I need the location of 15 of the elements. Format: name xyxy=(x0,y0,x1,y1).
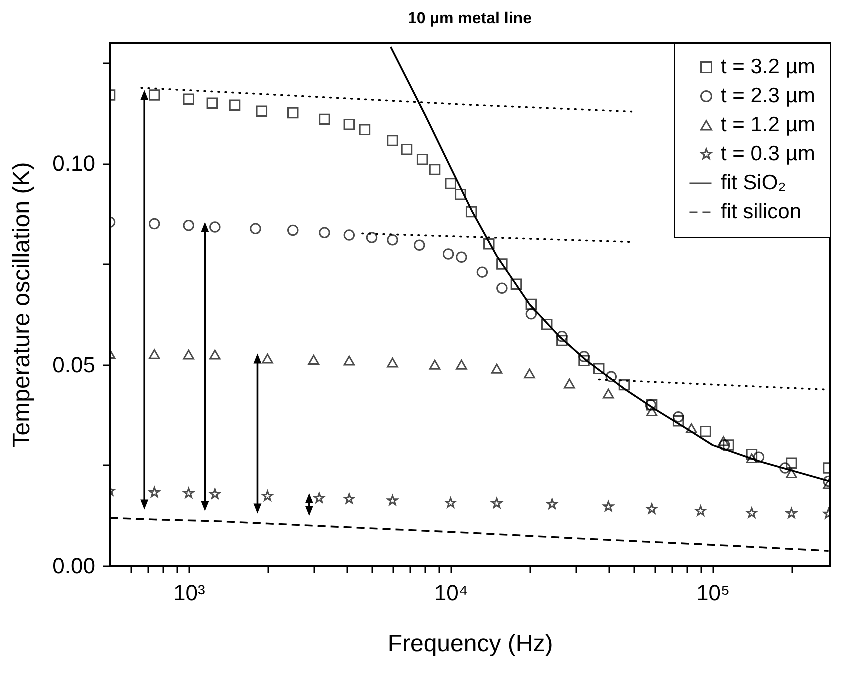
y-axis-title: Temperature oscillation (K) xyxy=(8,162,36,448)
legend-label: t = 0.3 µm xyxy=(721,142,816,166)
y-tick-label: 0.05 xyxy=(52,352,96,378)
chart-title: 10 µm metal line xyxy=(408,10,532,28)
legend-label: t = 2.3 µm xyxy=(721,84,816,108)
y-tick-label: 0.00 xyxy=(52,554,96,578)
legend-label: fit SiO₂ xyxy=(721,172,786,194)
legend-label: fit silicon xyxy=(721,200,802,224)
x-axis-title: Frequency (Hz) xyxy=(388,630,554,658)
legend-label: t = 3.2 µm xyxy=(721,56,816,78)
x-tick-label: 10⁴ xyxy=(434,580,468,606)
x-tick-label: 10³ xyxy=(173,580,206,606)
legend-label: t = 1.2 µm xyxy=(721,114,816,136)
x-tick-label: 10⁵ xyxy=(696,580,730,606)
y-tick-label: 0.10 xyxy=(52,151,96,176)
